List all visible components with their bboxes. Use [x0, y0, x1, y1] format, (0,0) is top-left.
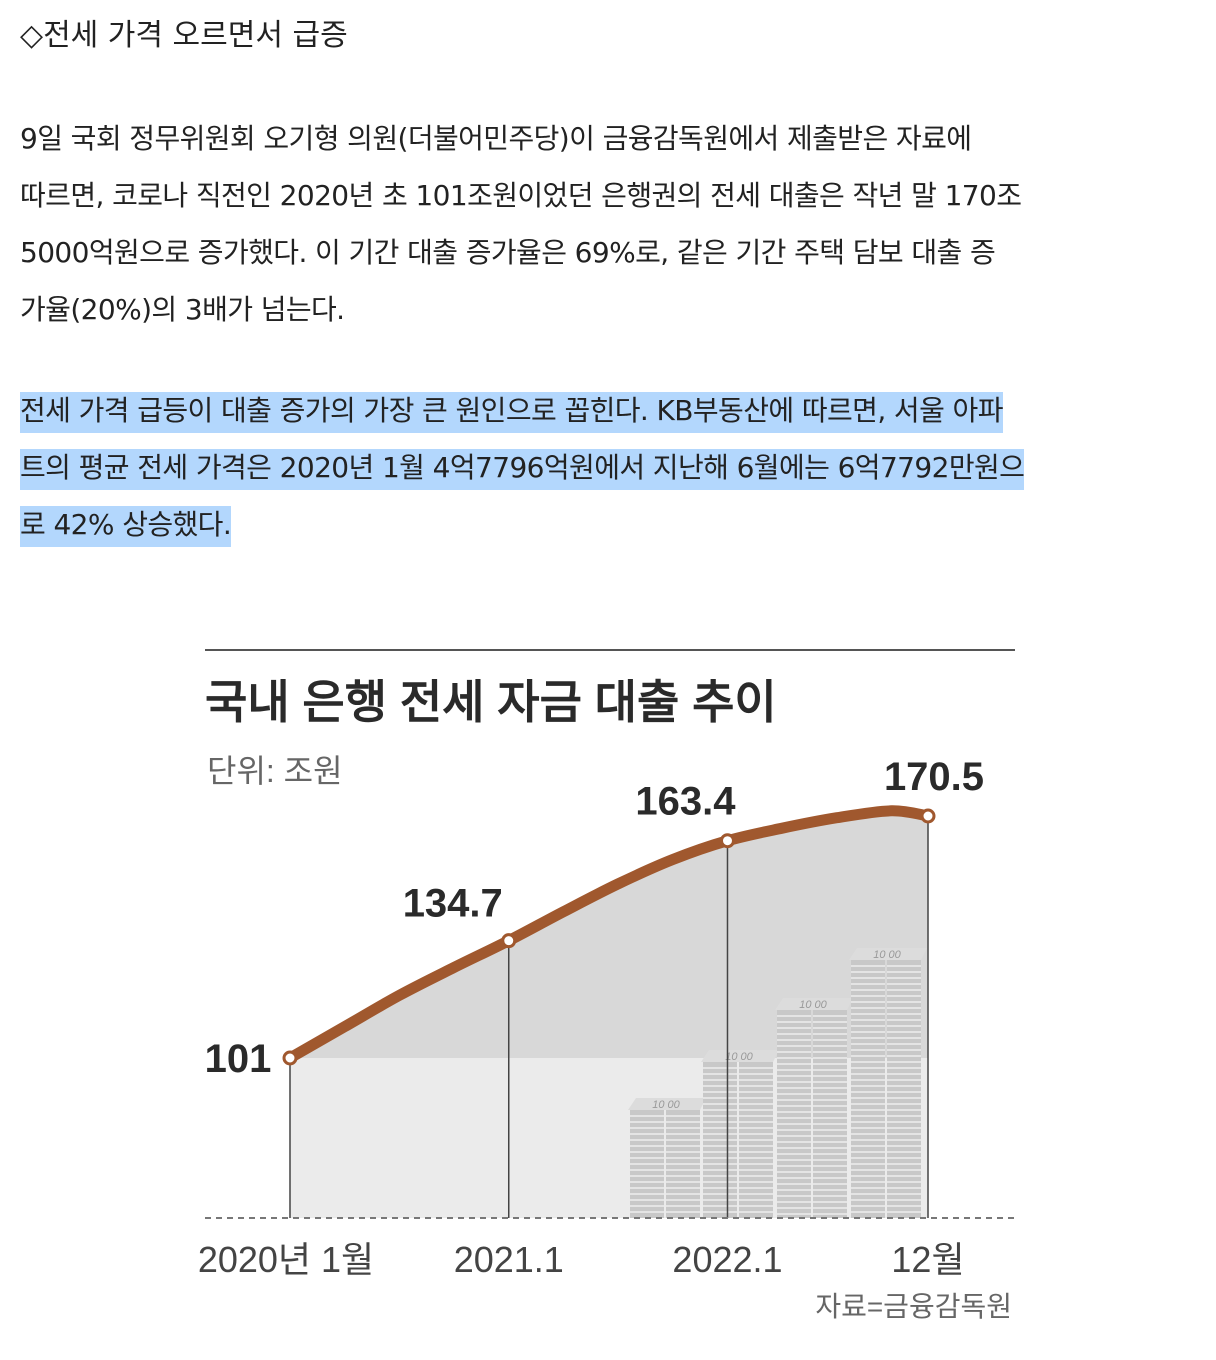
paragraph-1-line: 5000억원으로 증가했다. 이 기간 대출 증가율은 69%로, 같은 기간 … — [20, 236, 996, 269]
coin-column — [777, 1010, 811, 1218]
paragraph-1-line: 가율(20%)의 3배가 넘는다. — [20, 293, 345, 326]
x-tick-label: 2020년 1월 — [198, 1239, 374, 1280]
coin-stack-label: 10 00 — [725, 1051, 753, 1063]
coin-stack-label: 10 00 — [873, 949, 901, 961]
coin-stack-top — [628, 1098, 706, 1110]
section-heading: ◇전세 가격 오르면서 급증 — [20, 18, 348, 53]
growth-area — [290, 810, 928, 1058]
chart-source: 자료=금융감독원 — [815, 1291, 1012, 1322]
coin-stack: 10 00 — [628, 1098, 706, 1218]
x-tick-label: 2021.1 — [454, 1239, 564, 1280]
coin-stack-label: 10 00 — [799, 999, 827, 1011]
coin-stack-top — [701, 1050, 779, 1062]
coin-stack: 10 00 — [701, 1050, 779, 1218]
data-point — [719, 833, 735, 849]
x-tick-label: 12월 — [891, 1239, 964, 1280]
series-line — [284, 805, 934, 1064]
series-line-layer — [284, 805, 934, 1064]
data-labels: 101 134.7 163.4 170.5 — [205, 755, 984, 1081]
coin-stack: 10 00 — [775, 998, 853, 1218]
coin-stack: 10 00 — [849, 948, 927, 1218]
coin-stack-label: 10 00 — [652, 1099, 680, 1111]
data-label: 163.4 — [635, 780, 736, 824]
chart-unit-label: 단위: 조원 — [207, 753, 343, 789]
data-point — [282, 1050, 298, 1066]
data-points — [282, 808, 936, 1066]
data-label: 170.5 — [884, 755, 984, 799]
data-label: 101 — [205, 1037, 272, 1081]
data-label: 134.7 — [403, 882, 503, 926]
coin-column — [887, 960, 921, 1218]
drop-lines — [289, 816, 929, 1218]
highlighted-line[interactable]: 트의 평균 전세 가격은 2020년 1월 4억7796억원에서 지난해 6월에… — [20, 449, 1025, 490]
x-tick-label: 2022.1 — [672, 1239, 782, 1280]
data-point — [501, 933, 517, 949]
x-tick-labels: 2020년 1월 2021.1 2022.1 12월 — [198, 1239, 965, 1280]
paragraph-1-line: 따르면, 코로나 직전인 2020년 초 101조원이었던 은행권의 전세 대출… — [20, 179, 1022, 212]
coin-stacks: 10 00 10 00 10 00 10 00 — [628, 948, 927, 1218]
highlighted-line[interactable]: 로 42% 상승했다. — [20, 506, 232, 547]
coin-column — [851, 960, 885, 1218]
chart-title: 국내 은행 전세 자금 대출 추이 — [205, 676, 777, 728]
paragraph-2-highlighted[interactable]: 전세 가격 급등이 대출 증가의 가장 큰 원인으로 꼽힌다. KB부동산에 따… — [20, 382, 1200, 553]
coin-stack-top — [775, 998, 853, 1010]
data-point — [920, 808, 936, 824]
paragraph-1-line: 9일 국회 정무위원회 오기형 의원(더불어민주당)이 금융감독원에서 제출받은… — [20, 122, 972, 155]
coin-column — [813, 1010, 847, 1218]
coin-stack-top — [849, 948, 927, 960]
highlighted-line[interactable]: 전세 가격 급등이 대출 증가의 가장 큰 원인으로 꼽힌다. KB부동산에 따… — [20, 392, 1003, 433]
paragraph-1: 9일 국회 정무위원회 오기형 의원(더불어민주당)이 금융감독원에서 제출받은… — [20, 110, 1200, 338]
